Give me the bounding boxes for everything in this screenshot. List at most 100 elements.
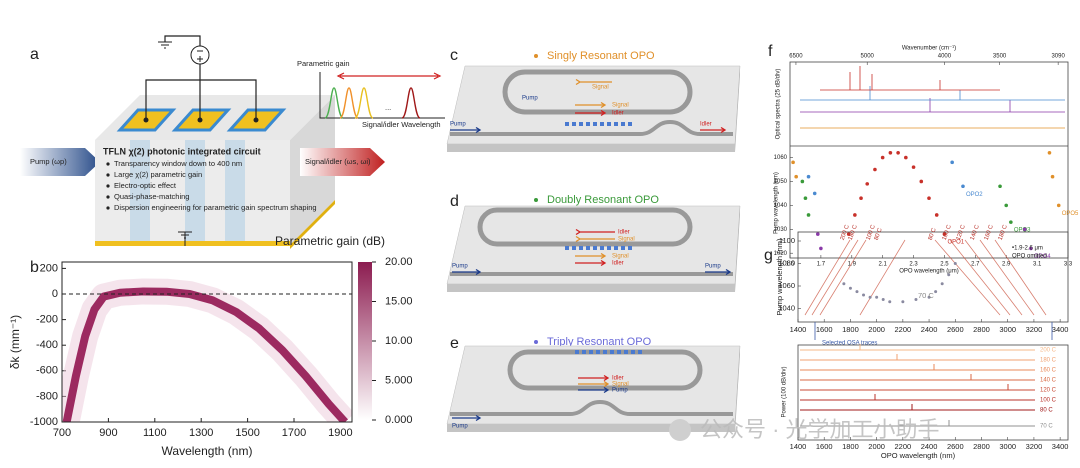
x-tick-label: 2800	[973, 442, 990, 451]
panel-title: Doubly Resonant OPO	[547, 194, 659, 206]
bullet-text: Electro-optic effect	[114, 181, 177, 190]
gain-ylabel: Parametric gain	[297, 59, 350, 68]
y-axis-label: Pump wavelength (nm)	[775, 238, 784, 316]
data-point	[855, 290, 859, 294]
x-tick-label: 1900	[328, 427, 352, 439]
spectrum	[820, 66, 1000, 91]
beam-label: Pump	[452, 424, 468, 430]
temp-label: 80 C	[874, 227, 884, 242]
panel-f: f Wavenumber (cm⁻¹) Optical spectra (25 …	[768, 43, 1079, 274]
waveguide	[225, 140, 245, 241]
panel-d: d Doubly Resonant OPO IdlerSignalSignalI…	[446, 193, 741, 292]
gain-peak	[401, 87, 421, 119]
bullet	[534, 340, 538, 344]
x-tick-label: 2800	[973, 325, 990, 334]
poling	[628, 246, 632, 250]
x-tick-label: 3000	[999, 442, 1016, 451]
trace-label: 160 C	[1040, 368, 1057, 374]
waveguide	[130, 140, 150, 241]
x-tick-label: 2000	[868, 442, 885, 451]
trace-label: 70 C	[1040, 424, 1053, 430]
gain-peak	[339, 87, 359, 119]
x-tick-label: 1700	[282, 427, 306, 439]
x-tick-label: 2.9	[1002, 262, 1011, 268]
osa-trace	[800, 374, 1035, 381]
frame	[61, 261, 353, 423]
panel-label: f	[768, 43, 773, 60]
beam-label: Idler	[612, 111, 624, 117]
beam-arrow	[578, 380, 610, 388]
x-tick-label: 2000	[868, 325, 885, 334]
y-tick-label: 1040	[778, 303, 795, 312]
data-point	[865, 182, 870, 186]
spectra-ylabel: Optical spectra (25 dB/div)	[776, 69, 782, 140]
data-point	[848, 286, 852, 290]
data-point	[947, 273, 951, 277]
bullet	[534, 54, 538, 58]
gain-dots: ...	[385, 103, 391, 112]
x-tick-label: 3000	[999, 325, 1016, 334]
data-point	[919, 179, 924, 184]
y-tick-label: 1080	[778, 258, 795, 267]
poling	[614, 246, 618, 250]
data-point	[1050, 174, 1055, 179]
trace-label: 180 C	[1040, 358, 1057, 364]
y-axis-label: Pump wavelength (nm)	[774, 172, 780, 234]
beam-label: Pump	[705, 264, 721, 270]
x-tick-label: 3200	[1026, 442, 1043, 451]
y-tick-label: 1040	[774, 203, 788, 209]
data-point	[927, 196, 931, 201]
beam-arrow	[452, 414, 482, 422]
gain-peak	[354, 87, 374, 119]
data-point	[816, 232, 820, 236]
x-tick-label: 1300	[189, 427, 213, 439]
poling	[586, 122, 590, 126]
slab-side	[735, 66, 740, 152]
data-point	[806, 174, 811, 179]
poling	[621, 122, 625, 126]
temp-label: 100 C	[866, 223, 877, 241]
data-point	[888, 150, 893, 155]
top-tick-label: 5000	[861, 54, 875, 60]
data-point	[819, 246, 823, 251]
panel-label: d	[450, 193, 459, 210]
panel-b: b Parametric gain (dB) δk (mm⁻¹) Wavelen…	[8, 234, 412, 458]
poling	[607, 122, 611, 126]
bullet	[106, 184, 110, 188]
x-tick-label: 1500	[235, 427, 259, 439]
panel-c: c Singly Resonant OPO Pump Signal Signal Id…	[446, 47, 741, 152]
x-axis-label: Wavelength (nm)	[162, 444, 253, 458]
panel-label: e	[450, 335, 459, 352]
bullet	[106, 206, 110, 210]
colorbar-title: Parametric gain (dB)	[275, 234, 385, 248]
data-point	[950, 160, 954, 165]
tuning-lines	[804, 239, 1047, 316]
poling	[610, 350, 614, 354]
x-axis-label: OPO wavelength (nm)	[881, 451, 956, 460]
watermark: 公众号 · 光学加工小助手	[700, 417, 940, 442]
osa-trace	[800, 394, 1035, 401]
wechat-icon	[669, 419, 691, 441]
data-point	[791, 160, 795, 165]
spectrum	[800, 86, 1065, 101]
data-point	[904, 155, 908, 160]
osa-trace	[800, 354, 1035, 361]
poling	[565, 246, 569, 250]
data-point	[934, 290, 938, 294]
x-tick-label: 3400	[1052, 325, 1069, 334]
panel-label: b	[30, 259, 39, 276]
series-label: OPO4	[1034, 254, 1051, 260]
trace-label: 120 C	[1040, 388, 1057, 394]
y-axis-label: δk (mm⁻¹)	[8, 315, 22, 369]
y-tick-label: 0	[52, 288, 58, 300]
y-tick-label: -800	[36, 390, 58, 402]
ground	[158, 41, 192, 246]
trace-label: 140 C	[1040, 378, 1057, 384]
x-tick-label: 1.5	[786, 262, 795, 268]
data-point	[812, 191, 817, 196]
trace-label: 200 C	[1040, 348, 1057, 354]
x-tick-label: 2.7	[971, 262, 980, 268]
poling	[614, 122, 618, 126]
osa-trace	[800, 344, 1035, 351]
y-tick-label: 1060	[774, 155, 788, 161]
